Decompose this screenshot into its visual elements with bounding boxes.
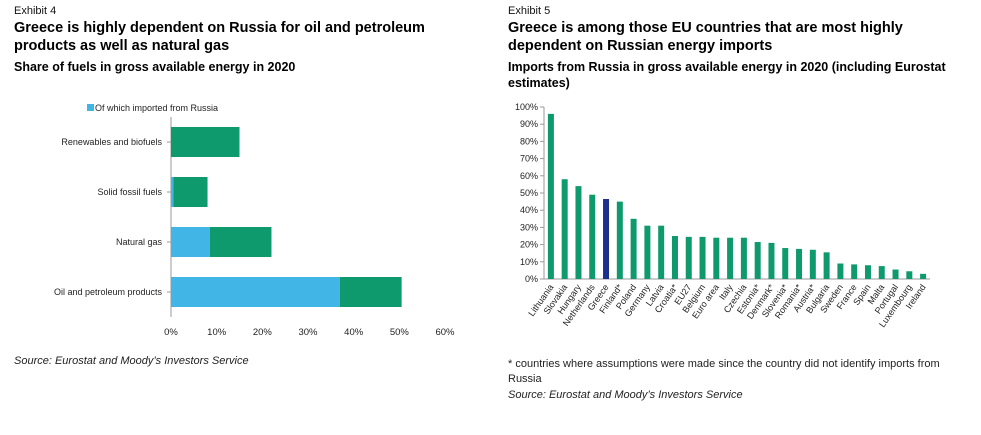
y-tick-label-3: 30%	[520, 222, 538, 232]
x-tick-label-6: 60%	[435, 327, 455, 338]
exhibit-4-title-line2: products as well as natural gas	[14, 38, 230, 54]
bar-3	[589, 194, 596, 279]
exhibit-4-subtitle: Share of fuels in gross available energy…	[14, 60, 296, 74]
x-tick-label-3: 30%	[298, 327, 318, 338]
bar-8	[658, 225, 665, 279]
y-tick-label-4: 40%	[520, 205, 538, 215]
bar-20	[823, 252, 830, 279]
y-tick-label-5: 50%	[520, 188, 538, 198]
bar-24	[878, 266, 885, 279]
bar-3-series-1	[339, 277, 402, 307]
exhibit-5-title-line2: dependent on Russian energy imports	[508, 38, 773, 54]
exhibit-4: Exhibit 4 Greece is highly dependent on …	[0, 0, 470, 435]
bar-15	[754, 242, 761, 279]
bar-23	[864, 265, 871, 279]
bar-1-series-0	[171, 177, 174, 207]
bar-14	[740, 237, 747, 279]
bar-19	[809, 249, 816, 279]
exhibit-5-title: Greece is among those EU countries that …	[508, 19, 903, 55]
y-tick-label-0: 0%	[525, 274, 538, 284]
y-tick-label-6: 60%	[520, 171, 538, 181]
bar-2-series-1	[209, 227, 272, 257]
bar-9	[671, 236, 678, 279]
x-tick-label-0: 0%	[164, 327, 178, 338]
bar-11	[699, 236, 706, 279]
y-tick-label-9: 90%	[520, 119, 538, 129]
exhibit-4-chart: Of which imported from Russia Renewables …	[54, 103, 455, 338]
bar-27	[920, 273, 927, 279]
bar-1	[561, 179, 568, 279]
bar-12	[713, 237, 720, 279]
bar-7	[644, 225, 651, 279]
bar-2	[575, 186, 582, 279]
bar-5	[616, 201, 623, 279]
exhibit-5-subtitle-line1: Imports from Russia in gross available e…	[508, 60, 946, 74]
y-tick-label-1: 10%	[520, 257, 538, 267]
bar-16	[768, 242, 775, 279]
exhibit-5: Exhibit 5 Greece is among those EU count…	[500, 0, 981, 435]
category-label-0: Renewables and biofuels	[61, 137, 162, 147]
x-tick-label-5: 50%	[390, 327, 410, 338]
exhibit-4-title: Greece is highly dependent on Russia for…	[14, 19, 425, 55]
exhibit-5-chart: 0%10%20%30%40%50%60%70%80%90%100%Lithuan…	[515, 102, 930, 329]
bar-1-series-1	[173, 177, 208, 207]
bar-0	[547, 113, 554, 279]
exhibit-5-title-line1: Greece is among those EU countries that …	[508, 20, 903, 36]
bar-18	[796, 248, 803, 279]
exhibit-5-subtitle: Imports from Russia in gross available e…	[508, 59, 946, 91]
exhibit-5-note: * countries where assumptions were made …	[508, 357, 968, 387]
legend-swatch-russia	[87, 104, 94, 111]
exhibit-4-title-line1: Greece is highly dependent on Russia for…	[14, 20, 425, 36]
exhibit-5-subtitle-line2: estimates)	[508, 76, 570, 90]
bar-25	[892, 269, 899, 279]
x-tick-label-4: 40%	[344, 327, 364, 338]
category-label-1: Solid fossil fuels	[97, 187, 162, 197]
bar-22	[851, 264, 858, 279]
exhibit-5-note-line2: Russia	[508, 373, 542, 385]
bar-0-series-1	[171, 127, 240, 157]
category-label-3: Oil and petroleum products	[54, 287, 163, 297]
bar-17	[782, 248, 789, 279]
bar-3-series-0	[171, 277, 340, 307]
exhibit-5-label: Exhibit 5	[508, 5, 551, 17]
category-label-2: Natural gas	[116, 237, 163, 247]
y-tick-label-8: 80%	[520, 136, 538, 146]
exhibit-5-note-line1: * countries where assumptions were made …	[508, 358, 940, 370]
bar-2-series-0	[171, 227, 210, 257]
x-tick-label-1: 10%	[207, 327, 227, 338]
x-tick-label-2: 20%	[253, 327, 273, 338]
legend-label-russia: Of which imported from Russia	[95, 103, 218, 113]
y-tick-label-2: 20%	[520, 240, 538, 250]
bar-13	[727, 237, 734, 279]
bar-21	[837, 263, 844, 279]
bar-26	[906, 271, 913, 279]
exhibit-5-source: Source: Eurostat and Moody’s Investors S…	[508, 389, 743, 401]
exhibit-4-label: Exhibit 4	[14, 5, 57, 17]
bar-4	[603, 199, 610, 279]
bar-10	[685, 236, 692, 279]
bar-6	[630, 218, 637, 279]
y-tick-label-10: 100%	[515, 102, 538, 112]
exhibit-4-source: Source: Eurostat and Moody’s Investors S…	[14, 355, 249, 367]
y-tick-label-7: 70%	[520, 154, 538, 164]
